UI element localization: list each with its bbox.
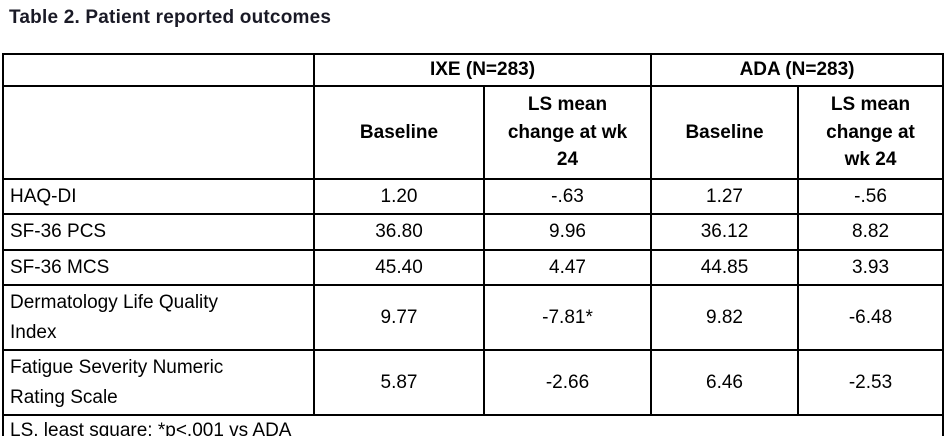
footnote-row: LS, least square; *p<.001 vs ADA bbox=[1, 414, 945, 436]
col-header-ada-baseline: Baseline bbox=[650, 85, 800, 180]
table-row-dlqi: Dermatology Life Quality Index 9.77 -7.8… bbox=[2, 284, 945, 352]
table-row-sf36-pcs: SF-36 PCS 36.80 9.96 36.12 8.82 bbox=[2, 213, 945, 251]
col-header-ixe-lsmean: LS mean change at wk 24 bbox=[482, 85, 653, 180]
cell-ixe-baseline: 9.77 bbox=[313, 284, 485, 352]
corner-cell-sub bbox=[2, 85, 315, 180]
cell-ixe-baseline: 36.80 bbox=[313, 213, 485, 251]
cell-ada-lsmean: -.56 bbox=[797, 177, 945, 216]
row-label: HAQ-DI bbox=[2, 177, 315, 216]
row-label-text: Dermatology Life Quality Index bbox=[10, 292, 219, 343]
group-header-ada: ADA (N=283) bbox=[650, 53, 945, 87]
table-row-fatigue: Fatigue Severity Numeric Rating Scale 5.… bbox=[2, 349, 945, 417]
row-label: SF-36 PCS bbox=[2, 213, 315, 251]
row-label-text: Fatigue Severity Numeric Rating Scale bbox=[10, 357, 224, 408]
footnote: LS, least square; *p<.001 vs ADA bbox=[1, 414, 945, 436]
col-header-ixe-lsmean-text: LS mean change at wk 24 bbox=[507, 94, 628, 171]
table-title: Table 2. Patient reported outcomes bbox=[9, 7, 332, 28]
table-row-sf36-mcs: SF-36 MCS 45.40 4.47 44.85 3.93 bbox=[2, 248, 945, 287]
cell-ixe-lsmean: -2.66 bbox=[482, 349, 653, 417]
col-header-ixe-baseline: Baseline bbox=[313, 85, 485, 180]
cell-ixe-baseline: 45.40 bbox=[313, 248, 485, 287]
cell-ada-lsmean: 3.93 bbox=[797, 248, 945, 287]
table-row-haq-di: HAQ-DI 1.20 -.63 1.27 -.56 bbox=[2, 177, 945, 216]
cell-ixe-lsmean: 4.47 bbox=[482, 248, 653, 287]
cell-ada-lsmean: -2.53 bbox=[797, 349, 945, 417]
cell-ada-lsmean: 8.82 bbox=[797, 213, 945, 251]
corner-cell-top bbox=[2, 53, 315, 87]
cell-ada-baseline: 36.12 bbox=[650, 213, 800, 251]
cell-ixe-lsmean: -7.81* bbox=[482, 284, 653, 352]
cell-ada-baseline: 6.46 bbox=[650, 349, 800, 417]
cell-ixe-baseline: 1.20 bbox=[313, 177, 485, 216]
row-label-text: SF-36 MCS bbox=[10, 256, 110, 278]
cell-ada-baseline: 9.82 bbox=[650, 284, 800, 352]
cell-ada-lsmean: -6.48 bbox=[797, 284, 945, 352]
col-header-ada-lsmean: LS mean change at wk 24 bbox=[797, 85, 945, 180]
cell-ada-baseline: 1.27 bbox=[650, 177, 800, 216]
row-label: Fatigue Severity Numeric Rating Scale bbox=[2, 349, 315, 417]
row-label: Dermatology Life Quality Index bbox=[2, 284, 315, 352]
group-header-ixe: IXE (N=283) bbox=[312, 53, 653, 87]
cell-ixe-baseline: 5.87 bbox=[313, 349, 485, 417]
col-header-ada-lsmean-text: LS mean change at wk 24 bbox=[826, 94, 915, 171]
group-header-row: IXE (N=283) ADA (N=283) bbox=[2, 53, 945, 87]
cell-ada-baseline: 44.85 bbox=[650, 248, 800, 287]
cell-ixe-lsmean: 9.96 bbox=[482, 213, 653, 251]
sub-header-row: Baseline LS mean change at wk 24 Baselin… bbox=[2, 85, 945, 180]
row-label-text: SF-36 PCS bbox=[10, 221, 107, 243]
row-label: SF-36 MCS bbox=[2, 248, 315, 287]
row-label-text: HAQ-DI bbox=[10, 186, 77, 207]
patient-outcomes-table: IXE (N=283) ADA (N=283) Baseline LS mean… bbox=[1, 53, 945, 436]
cell-ixe-lsmean: -.63 bbox=[482, 177, 653, 216]
